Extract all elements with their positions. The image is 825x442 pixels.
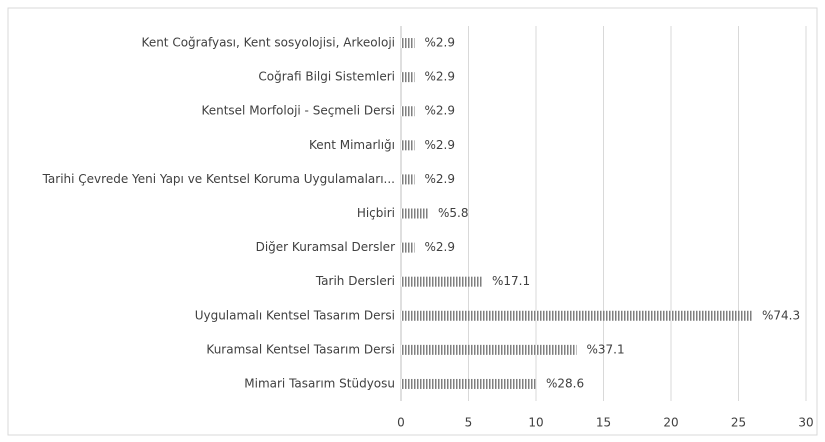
y-tick-label: Mimari Tasarım Stüdyosu [244,376,395,390]
x-tick-label: 15 [596,416,611,430]
data-label: %2.9 [425,240,456,254]
y-tick-label: Uygulamalı Kentsel Tasarım Dersi [195,308,395,322]
bar [401,106,415,117]
y-tick-label: Kuramsal Kentsel Tasarım Dersi [206,342,395,356]
bar [401,140,415,151]
data-label: %2.9 [425,138,456,152]
y-tick-label: Kentsel Morfoloji - Seçmeli Dersi [201,104,395,118]
bar [401,208,428,219]
bar [401,72,415,83]
x-tick-label: 0 [397,416,405,430]
data-label: %2.9 [425,36,456,50]
bar [401,310,752,321]
data-label: %28.6 [546,376,584,390]
bar [401,276,482,287]
x-tick-label: 25 [731,416,746,430]
data-label: %2.9 [425,104,456,118]
data-label: %37.1 [587,342,625,356]
y-tick-label: Kent Mimarlığı [309,138,395,152]
bar [401,378,536,389]
data-label: %2.9 [425,172,456,186]
y-tick-label: Coğrafi Bilgi Sistemleri [258,70,395,84]
data-label: %2.9 [425,70,456,84]
x-tick-label: 5 [465,416,473,430]
bar [401,38,415,49]
bar [401,242,415,253]
x-tick-label: 30 [798,416,813,430]
x-tick-label: 10 [528,416,543,430]
data-label: %5.8 [438,206,469,220]
bar [401,344,577,355]
y-tick-label: Diğer Kuramsal Dersler [256,240,395,254]
y-tick-label: Tarih Dersleri [315,274,395,288]
data-label: %74.3 [762,308,800,322]
bar [401,174,415,185]
data-label: %17.1 [492,274,530,288]
y-tick-label: Kent Coğrafyası, Kent sosyolojisi, Arkeo… [142,36,395,50]
y-tick-label: Hiçbiri [357,206,395,220]
y-tick-label: Tarihi Çevrede Yeni Yapı ve Kentsel Koru… [42,172,395,186]
chart-border [7,7,818,436]
x-tick-label: 20 [663,416,678,430]
